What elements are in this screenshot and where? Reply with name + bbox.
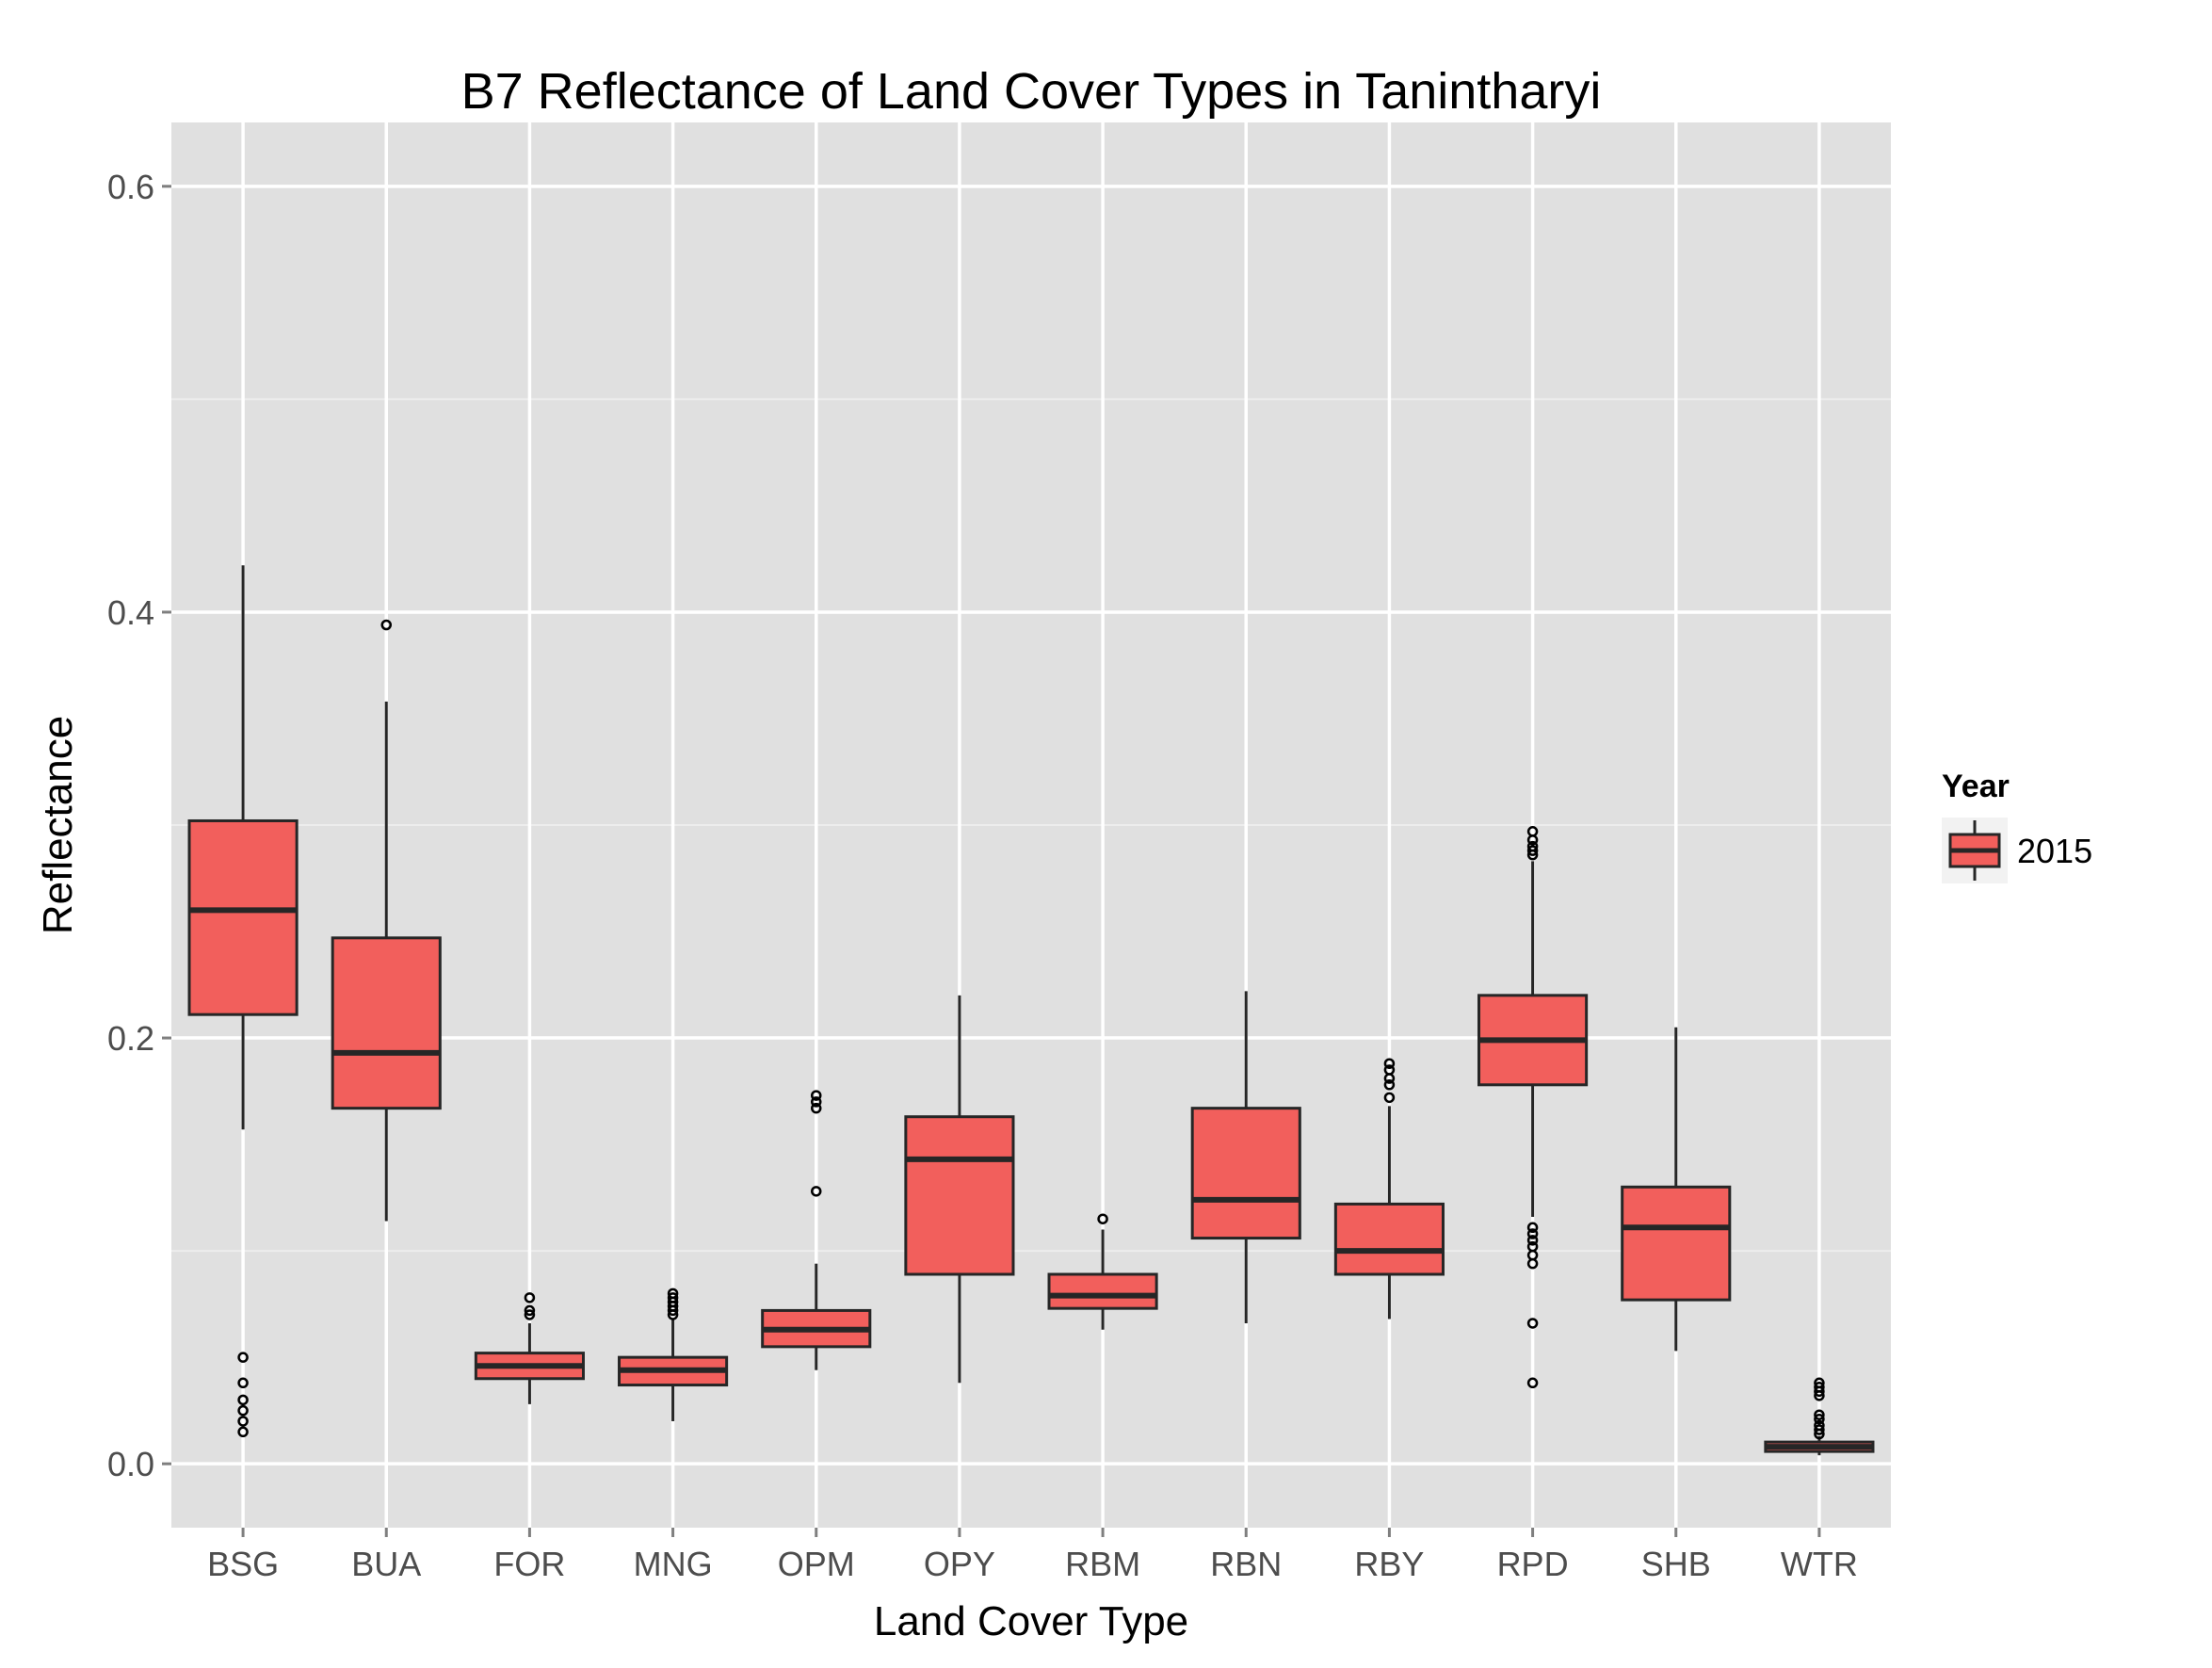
legend: Year 2015 — [1942, 769, 2092, 883]
outlier-point — [811, 1090, 822, 1101]
x-tick-label: BSG — [207, 1545, 279, 1583]
x-axis: BSG BUA FOR MNG OPM OPY RBM RBN RBY RPD SHB WTR — [207, 1528, 1858, 1583]
outlier-point — [237, 1377, 249, 1389]
x-tick-label: FOR — [493, 1545, 565, 1583]
x-axis-title: Land Cover Type — [874, 1598, 1188, 1644]
iqr-box — [1047, 1272, 1158, 1310]
iqr-box — [1333, 1202, 1445, 1276]
chart-title: B7 Reflectance of Land Cover Types in Ta… — [461, 63, 1602, 120]
outlier-point — [1383, 1092, 1396, 1104]
outlier-point — [1526, 845, 1539, 856]
x-tick-label: RBN — [1210, 1545, 1282, 1583]
box-layer — [187, 565, 1875, 1456]
box-rpd — [1477, 826, 1589, 1389]
outlier-point — [667, 1287, 679, 1300]
x-tick-label: MNG — [634, 1545, 713, 1583]
box-for — [474, 1292, 585, 1404]
outlier-point — [811, 1096, 822, 1108]
iqr-box — [187, 818, 299, 1016]
y-tick-label: 0.2 — [107, 1019, 154, 1058]
y-tick-label: 0.6 — [107, 168, 154, 206]
outlier-point — [667, 1292, 679, 1304]
outlier-point — [380, 619, 392, 631]
x-tick-label: WTR — [1781, 1545, 1858, 1583]
outlier-point — [524, 1292, 536, 1304]
outlier-point — [1383, 1064, 1396, 1076]
box-rby — [1333, 1058, 1445, 1320]
outlier-point — [237, 1416, 249, 1427]
outlier-point — [811, 1102, 822, 1114]
box-opy — [904, 995, 1015, 1384]
box-rbm — [1047, 1213, 1158, 1330]
box-rbn — [1190, 991, 1301, 1323]
outlier-point — [1526, 1228, 1539, 1239]
outlier-point — [1814, 1382, 1825, 1393]
x-tick-label: RBM — [1065, 1545, 1140, 1583]
iqr-box — [1190, 1107, 1301, 1240]
outlier-point — [1526, 1235, 1539, 1246]
y-tick-label: 0.4 — [107, 593, 154, 632]
y-axis: 0.0 0.2 0.4 0.6 — [107, 168, 171, 1483]
box-shb — [1621, 1027, 1732, 1352]
y-tick-label: 0.0 — [107, 1445, 154, 1483]
legend-label: 2015 — [2017, 832, 2092, 870]
legend-title: Year — [1942, 769, 2010, 804]
iqr-box — [331, 936, 442, 1110]
outlier-point — [1814, 1377, 1825, 1389]
outlier-point — [237, 1426, 249, 1438]
outlier-point — [1814, 1419, 1825, 1432]
y-axis-title: Reflectance — [35, 716, 81, 934]
box-opm — [761, 1090, 872, 1370]
outlier-point — [1526, 1318, 1539, 1329]
outlier-point — [1814, 1413, 1825, 1425]
outlier-point — [1526, 1240, 1539, 1253]
x-tick-label: RPD — [1497, 1545, 1569, 1583]
iqr-box — [1621, 1185, 1732, 1302]
outlier-point — [237, 1352, 249, 1363]
x-tick-label: SHB — [1641, 1545, 1711, 1583]
outlier-point — [524, 1304, 536, 1317]
x-tick-label: RBY — [1354, 1545, 1424, 1583]
outlier-point — [1526, 1377, 1539, 1389]
iqr-box — [904, 1115, 1015, 1276]
outlier-point — [1526, 840, 1539, 852]
outlier-point — [1097, 1213, 1108, 1224]
outlier-point — [237, 1404, 249, 1417]
outlier-point — [1383, 1058, 1396, 1069]
outlier-point — [1526, 1222, 1539, 1234]
box-bsg — [187, 565, 299, 1438]
outlier-point — [524, 1309, 536, 1320]
outlier-point — [811, 1186, 822, 1197]
outlier-point — [1383, 1079, 1396, 1091]
outlier-point — [1814, 1424, 1825, 1435]
box-wtr — [1764, 1377, 1875, 1456]
x-tick-label: OPM — [778, 1545, 855, 1583]
outlier-point — [237, 1394, 249, 1406]
x-tick-label: OPY — [924, 1545, 995, 1583]
x-tick-label: BUA — [351, 1545, 421, 1583]
outlier-point — [1814, 1409, 1825, 1420]
outlier-point — [1526, 826, 1539, 837]
box-bua — [331, 619, 442, 1222]
box-mng — [618, 1287, 729, 1421]
